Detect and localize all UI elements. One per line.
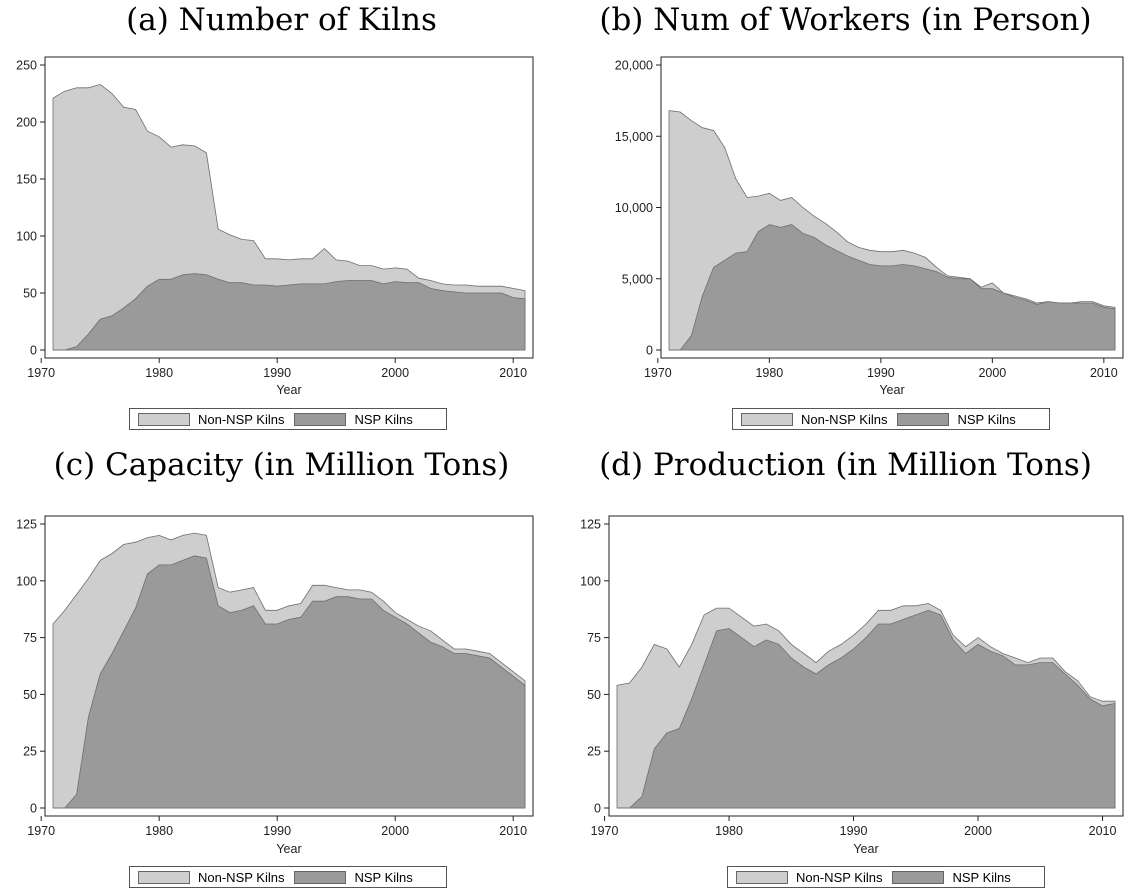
legend-swatch-non-nsp bbox=[736, 870, 788, 884]
y-tick-label: 200 bbox=[16, 116, 37, 130]
legend-label-nsp: NSP Kilns bbox=[354, 869, 413, 885]
area-chart-capacity: 0 25 50 75 100 125 1970 1980 1990 2000 2010 Year bbox=[16, 515, 534, 856]
x-tick-label: 1970 bbox=[27, 824, 55, 838]
x-tick-label: 1970 bbox=[27, 366, 55, 380]
area-nsp bbox=[669, 224, 1116, 351]
chart-title: (c) Capacity (in Million Tons) bbox=[53, 447, 510, 483]
legend-swatch-nsp bbox=[892, 870, 945, 884]
y-tick-label: 50 bbox=[23, 287, 37, 301]
chart-title: (a) Number of Kilns bbox=[126, 2, 437, 38]
legend-swatch-nsp bbox=[294, 870, 347, 884]
y-tick-label: 125 bbox=[580, 518, 601, 532]
x-tick-label: 2000 bbox=[381, 366, 409, 380]
legend: Non-NSP Kilns NSP Kilns bbox=[129, 408, 447, 430]
legend-item-nsp: NSP Kilns bbox=[294, 869, 413, 885]
x-tick-label: 1980 bbox=[145, 366, 173, 380]
area-chart-production: 0 25 50 75 100 125 1970 1980 1990 2000 2010 Year bbox=[580, 515, 1124, 856]
chart-title: (b) Num of Workers (in Person) bbox=[599, 2, 1092, 38]
y-tick-label: 0 bbox=[30, 802, 37, 816]
legend-item-nsp: NSP Kilns bbox=[897, 411, 1016, 427]
y-tick-label: 100 bbox=[16, 230, 37, 244]
x-tick-label: 2000 bbox=[964, 824, 992, 838]
area-nsp bbox=[617, 609, 1116, 809]
x-tick-label: 1970 bbox=[644, 366, 672, 380]
y-tick-label: 0 bbox=[594, 802, 601, 816]
x-tick-label: 1990 bbox=[840, 824, 868, 838]
x-tick-label: 2000 bbox=[381, 824, 409, 838]
legend: Non-NSP Kilns NSP Kilns bbox=[727, 866, 1045, 888]
legend-item-non-nsp: Non-NSP Kilns bbox=[736, 870, 882, 885]
x-tick-label: 1990 bbox=[263, 824, 291, 838]
x-tick-label: 1990 bbox=[263, 366, 291, 380]
legend-label-non-nsp: Non-NSP Kilns bbox=[796, 869, 883, 885]
x-axis-title: Year bbox=[276, 383, 301, 397]
y-tick-label: 0 bbox=[646, 344, 653, 358]
legend-label-nsp: NSP Kilns bbox=[354, 411, 413, 427]
x-tick-label: 2000 bbox=[978, 366, 1006, 380]
legend: Non-NSP Kilns NSP Kilns bbox=[129, 866, 447, 888]
y-tick-label: 250 bbox=[16, 59, 37, 73]
legend-item-non-nsp: Non-NSP Kilns bbox=[138, 412, 284, 427]
legend-swatch-nsp bbox=[294, 412, 347, 426]
y-tick-label: 125 bbox=[16, 518, 37, 532]
legend-item-non-nsp: Non-NSP Kilns bbox=[741, 412, 887, 427]
area-chart-workers: 0 5,000 10,000 15,000 20,000 1970 1980 1990 2000… bbox=[615, 56, 1124, 397]
legend-swatch-non-nsp bbox=[741, 412, 793, 426]
x-tick-label: 1980 bbox=[755, 366, 783, 380]
area-nsp bbox=[53, 555, 526, 809]
x-axis-title: Year bbox=[853, 842, 878, 856]
y-tick-label: 100 bbox=[16, 574, 37, 588]
area-chart-kilns: 0 50 100 150 200 250 1970 1980 1990 2000 2010 Year bbox=[16, 56, 534, 397]
y-tick-label: 50 bbox=[587, 688, 601, 702]
legend-swatch-nsp bbox=[897, 412, 950, 426]
legend-label-non-nsp: Non-NSP Kilns bbox=[801, 411, 888, 427]
legend-item-non-nsp: Non-NSP Kilns bbox=[138, 870, 284, 885]
y-tick-label: 5,000 bbox=[622, 272, 653, 286]
y-tick-label: 50 bbox=[23, 688, 37, 702]
x-tick-label: 1970 bbox=[591, 824, 619, 838]
x-tick-label: 1990 bbox=[867, 366, 895, 380]
x-tick-label: 2010 bbox=[1090, 366, 1118, 380]
x-tick-label: 2010 bbox=[1089, 824, 1117, 838]
chart-title: (d) Production (in Million Tons) bbox=[599, 447, 1092, 483]
legend-swatch-non-nsp bbox=[138, 870, 190, 884]
legend-label-nsp: NSP Kilns bbox=[957, 411, 1016, 427]
legend-swatch-non-nsp bbox=[138, 412, 190, 426]
y-tick-label: 0 bbox=[30, 344, 37, 358]
x-tick-label: 2010 bbox=[499, 366, 527, 380]
y-tick-label: 150 bbox=[16, 173, 37, 187]
y-tick-label: 75 bbox=[587, 631, 601, 645]
area-nsp bbox=[53, 273, 526, 351]
x-tick-label: 1980 bbox=[145, 824, 173, 838]
legend-label-non-nsp: Non-NSP Kilns bbox=[198, 411, 285, 427]
panel-capacity: (c) Capacity (in Million Tons) 0 25 50 75 10… bbox=[0, 445, 563, 890]
legend: Non-NSP Kilns NSP Kilns bbox=[732, 408, 1050, 430]
y-tick-label: 10,000 bbox=[615, 201, 653, 215]
x-axis-title: Year bbox=[276, 842, 301, 856]
y-tick-label: 25 bbox=[587, 745, 601, 759]
legend-item-nsp: NSP Kilns bbox=[294, 411, 413, 427]
panel-production: (d) Production (in Million Tons) 0 25 50 75… bbox=[564, 445, 1127, 890]
y-tick-label: 15,000 bbox=[615, 130, 653, 144]
y-tick-label: 100 bbox=[580, 574, 601, 588]
y-tick-label: 75 bbox=[23, 631, 37, 645]
legend-label-nsp: NSP Kilns bbox=[952, 869, 1011, 885]
x-tick-label: 2010 bbox=[499, 824, 527, 838]
y-tick-label: 20,000 bbox=[615, 59, 653, 73]
x-axis-title: Year bbox=[879, 383, 904, 397]
x-tick-label: 1980 bbox=[715, 824, 743, 838]
legend-item-nsp: NSP Kilns bbox=[892, 869, 1011, 885]
y-tick-label: 25 bbox=[23, 745, 37, 759]
legend-label-non-nsp: Non-NSP Kilns bbox=[198, 869, 285, 885]
panel-kilns: (a) Number of Kilns 0 50 100 150 200 250 1970 1… bbox=[0, 0, 563, 445]
panel-workers: (b) Num of Workers (in Person) 0 5,000 10,… bbox=[564, 0, 1127, 445]
